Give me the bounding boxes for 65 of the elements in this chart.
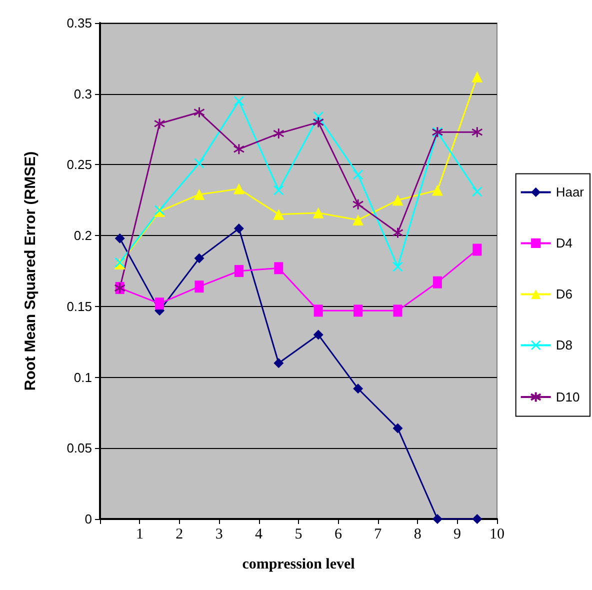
point [114, 233, 125, 244]
legend-label: D4 [556, 236, 572, 251]
x-axis-title: compression level [242, 556, 355, 572]
point [274, 185, 284, 196]
y-tick-label: 0.15 [66, 298, 92, 314]
y-tick-label: 0 [84, 512, 92, 526]
point [234, 265, 244, 277]
point [194, 253, 204, 264]
point [472, 71, 483, 82]
point [273, 208, 284, 220]
x-tick-label: 3 [215, 526, 223, 542]
legend-label: D8 [556, 338, 572, 353]
point [233, 183, 244, 194]
point [392, 194, 404, 206]
legend-label: D6 [556, 286, 572, 302]
y-tick-label: 0.25 [66, 157, 92, 172]
y-axis-title: Root Mean Squared Error (RMSE) [22, 151, 39, 391]
point [352, 214, 364, 226]
point [393, 304, 402, 317]
y-tick-label: 0.3 [74, 86, 92, 102]
point [354, 304, 363, 317]
point [472, 244, 482, 256]
point [392, 262, 403, 272]
point [353, 384, 364, 394]
point [312, 207, 324, 218]
x-tick-label: 4 [255, 526, 264, 542]
x-tick-label: 1 [136, 526, 144, 542]
y-tick-label: 0.05 [66, 440, 92, 456]
point [234, 223, 244, 234]
point [472, 186, 482, 197]
x-tick-label: 5 [294, 526, 302, 542]
point [274, 358, 284, 368]
point [392, 226, 404, 238]
point [432, 276, 442, 288]
point [194, 280, 204, 293]
point [314, 304, 323, 317]
point [353, 170, 364, 180]
y-tick-label: 0.2 [74, 228, 92, 244]
x-tick-label: 9 [454, 526, 462, 542]
point [194, 106, 205, 118]
point [233, 143, 245, 155]
point [392, 423, 403, 434]
x-tick-label: 2 [176, 526, 184, 542]
point [194, 188, 205, 200]
point [194, 158, 204, 168]
point [272, 128, 284, 140]
point [274, 262, 284, 274]
point [472, 514, 482, 524]
y-tick-label: 0.1 [74, 370, 92, 385]
point [432, 184, 443, 196]
point [312, 116, 324, 128]
point [154, 118, 166, 130]
point [313, 330, 324, 340]
x-tick-label: 10 [490, 526, 504, 542]
point [471, 126, 483, 138]
x-tick-label: 6 [334, 526, 342, 542]
x-tick-label: 7 [374, 526, 382, 542]
point [432, 514, 442, 524]
point [234, 96, 244, 106]
legend-label: Haar [556, 184, 585, 200]
legend-label: D10 [556, 390, 580, 404]
point [155, 298, 164, 310]
y-tick-label: 0.35 [66, 16, 92, 30]
point [352, 198, 364, 210]
x-tick-label: 8 [414, 526, 422, 542]
